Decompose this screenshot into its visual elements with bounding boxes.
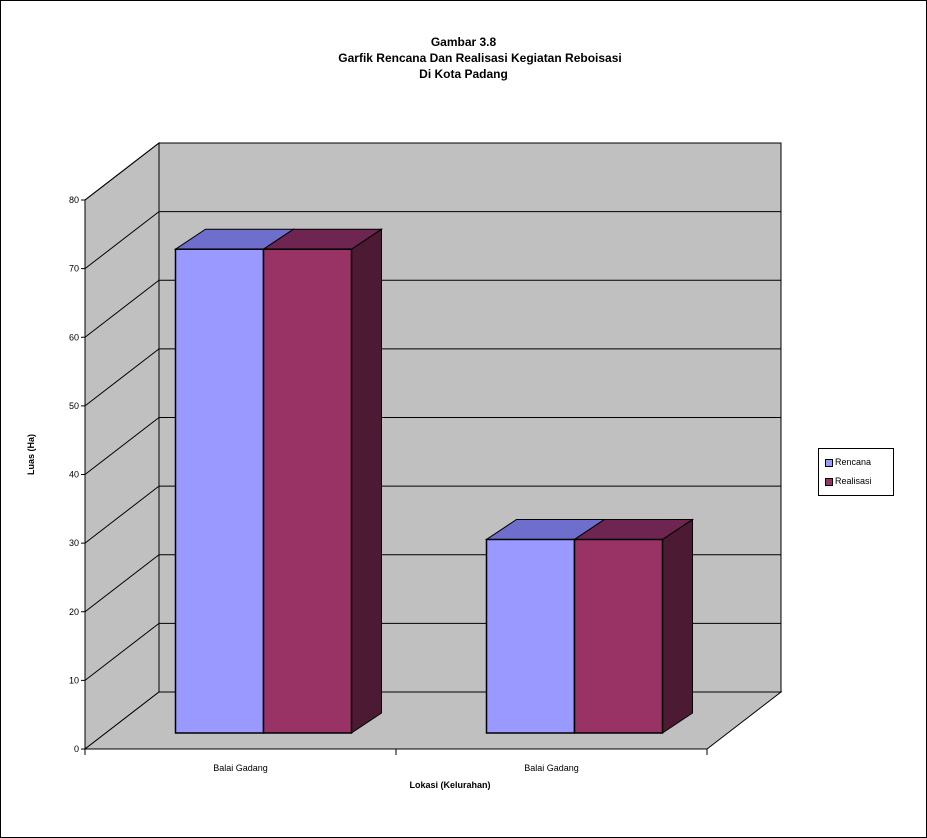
y-tick-label: 30 — [69, 538, 79, 548]
legend-item-realisasi: Realisasi — [825, 475, 872, 487]
x-axis-label: Lokasi (Kelurahan) — [409, 780, 491, 790]
chart-title-line-2: Garfik Rencana Dan Realisasi Kegiatan Re… — [338, 51, 622, 65]
chart-title-line-2-clip: Garfik Rencana Dan Realisasi Kegiatan Re… — [0, 51, 649, 67]
y-tick-label: 60 — [69, 332, 79, 342]
gridline-side — [84, 279, 160, 338]
x-tick-label: Balai Gadang — [213, 763, 268, 773]
bar-rencana — [485, 538, 576, 734]
chart-title-line-3: Di Kota Padang — [419, 67, 508, 81]
bar-realisasi — [573, 538, 664, 734]
gridline-side — [84, 211, 160, 270]
gridline-side — [84, 622, 160, 681]
y-tick-label: 70 — [69, 264, 79, 274]
gridline-side — [84, 485, 160, 544]
y-tick-label: 80 — [69, 195, 79, 205]
gridline-side — [84, 554, 160, 613]
legend-item-rencana: Rencana — [825, 456, 871, 468]
legend-label-rencana: Rencana — [835, 457, 872, 467]
y-axis-label: Luas (Ha) — [26, 433, 36, 475]
y-tick-label: 0 — [74, 744, 79, 754]
x-tick-label: Balai Gadang — [524, 763, 579, 773]
gridline-side — [84, 417, 160, 475]
bar-realisasi — [262, 248, 353, 734]
y-tick-label: 20 — [69, 607, 79, 617]
bar-side — [351, 228, 382, 734]
legend-label-realisasi: Realisasi — [835, 476, 872, 486]
y-tick-label: 10 — [69, 675, 79, 685]
legend-swatch-rencana — [825, 458, 833, 467]
gridline-side — [84, 348, 160, 407]
y-tick-label: 40 — [69, 470, 79, 480]
legend: Rencana Realisasi — [818, 448, 894, 496]
legend-swatch-realisasi — [825, 477, 833, 486]
bar-rencana — [174, 248, 265, 734]
y-tick-label: 50 — [69, 401, 79, 411]
gridline-side — [84, 142, 160, 201]
bar-side — [662, 518, 693, 734]
chart-title-line-1: Gambar 3.8 — [430, 35, 497, 49]
